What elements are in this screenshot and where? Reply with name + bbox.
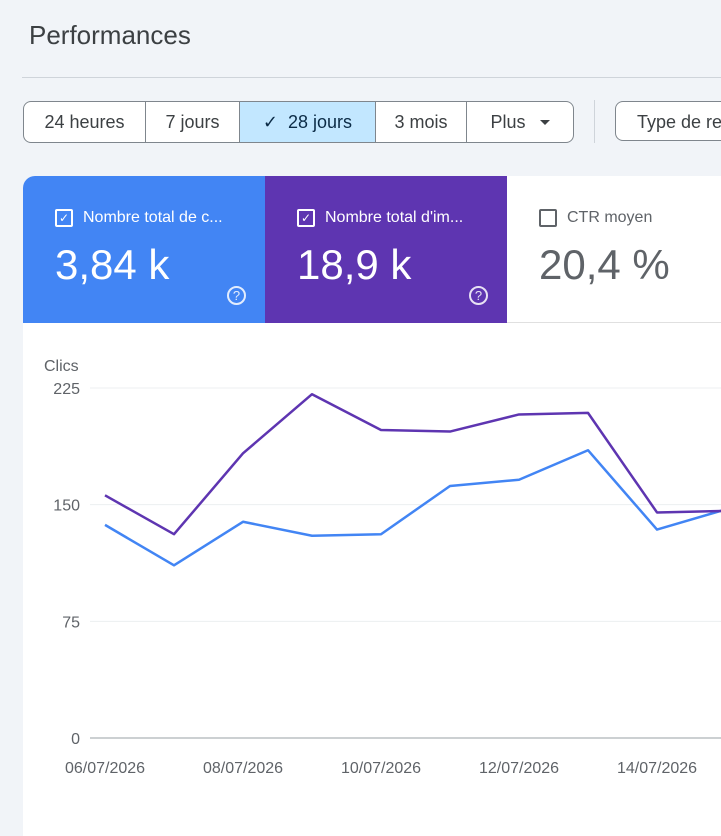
range-label: 28 jours: [288, 111, 353, 132]
x-tick-label: 12/07/2026: [479, 760, 559, 777]
metric-tile-clicks[interactable]: ✓ Nombre total de c... 3,84 k ?: [23, 176, 265, 323]
range-3-months-button[interactable]: 3 mois: [376, 102, 467, 142]
header-divider: [22, 77, 721, 78]
metric-tile-ctr[interactable]: CTR moyen 20,4 % ?: [507, 176, 721, 323]
range-28-days-button[interactable]: ✓ 28 jours: [240, 102, 376, 142]
metric-value: 20,4 %: [539, 241, 670, 288]
page-title: Performances: [29, 20, 191, 50]
x-tick-label: 08/07/2026: [203, 760, 283, 777]
x-tick-label: 14/07/2026: [617, 760, 697, 777]
series-line-clicks: [104, 448, 721, 567]
metric-label: Nombre total d'im...: [325, 209, 464, 226]
y-tick-label: 75: [62, 614, 80, 631]
metric-value: 18,9 k: [297, 241, 412, 288]
range-more-dropdown[interactable]: Plus: [467, 102, 573, 142]
metric-header: CTR moyen: [539, 209, 721, 227]
date-range-selector: 24 heures 7 jours ✓ 28 jours 3 mois Plus: [23, 101, 574, 143]
check-icon: ✓: [262, 111, 279, 132]
y-axis-title: Clics: [44, 358, 79, 375]
x-tick-label: 10/07/2026: [341, 760, 421, 777]
y-tick-label: 225: [53, 381, 80, 398]
metric-tile-impressions[interactable]: ✓ Nombre total d'im... 18,9 k ?: [265, 176, 507, 323]
x-tick-label: 06/07/2026: [65, 760, 145, 777]
chevron-down-icon: [539, 119, 550, 125]
gridlines: [90, 387, 721, 739]
range-7-days-button[interactable]: 7 jours: [146, 102, 240, 142]
metric-label: CTR moyen: [567, 209, 653, 226]
y-tick-label: 150: [53, 498, 80, 515]
toolbar-separator: [594, 100, 595, 143]
range-24-hours-button[interactable]: 24 heures: [24, 102, 146, 142]
y-tick-label: 0: [71, 731, 80, 748]
x-axis-ticks: 06/07/2026 08/07/2026 10/07/2026 12/07/2026…: [65, 760, 697, 777]
series-line-impressions: [104, 392, 721, 536]
metric-value: 3,84 k: [55, 241, 170, 288]
search-type-filter-label: Type de re: [637, 112, 721, 132]
checkbox-unchecked-icon[interactable]: [539, 209, 557, 227]
search-type-filter-button[interactable]: Type de re: [615, 101, 721, 141]
metric-header: ✓ Nombre total de c...: [55, 209, 265, 227]
metric-header: ✓ Nombre total d'im...: [297, 209, 507, 227]
range-label: 7 jours: [165, 111, 220, 132]
series-lines: [104, 392, 721, 567]
help-icon[interactable]: ?: [469, 286, 488, 305]
checkbox-checked-icon[interactable]: ✓: [55, 209, 73, 227]
performance-line-chart: Clics 0 75 150 225 06/07/2026 08/07/2026 10/0…: [44, 358, 721, 777]
range-label: 24 heures: [44, 111, 125, 132]
checkbox-checked-icon[interactable]: ✓: [297, 209, 315, 227]
range-label: Plus: [490, 111, 526, 132]
metric-label: Nombre total de c...: [83, 209, 223, 226]
y-axis-ticks: 0 75 150 225: [53, 381, 80, 748]
range-label: 3 mois: [394, 111, 448, 132]
help-icon[interactable]: ?: [227, 286, 246, 305]
performance-card: ✓ Nombre total de c... 3,84 k ? ✓ Nombre…: [23, 176, 721, 836]
